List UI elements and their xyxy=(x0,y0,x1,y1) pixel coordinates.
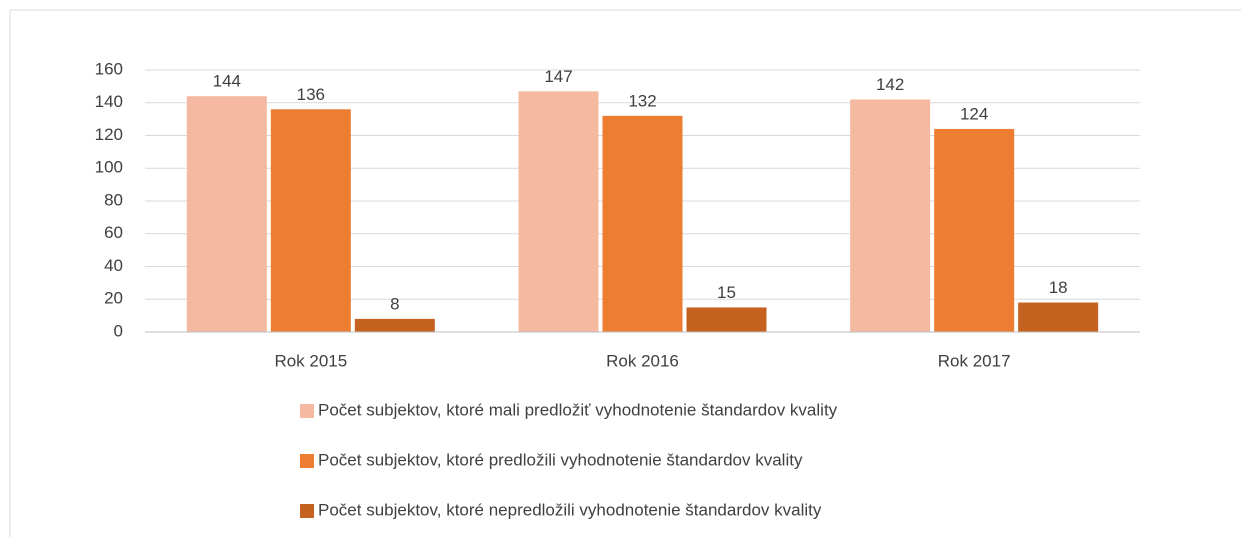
y-tick-label: 20 xyxy=(104,289,123,308)
data-label: 124 xyxy=(960,104,988,123)
data-label: 147 xyxy=(544,67,572,86)
data-label: 144 xyxy=(213,72,241,91)
bar xyxy=(602,115,683,332)
data-label: 142 xyxy=(876,75,904,94)
data-label: 18 xyxy=(1049,278,1068,297)
bar xyxy=(1018,302,1099,332)
data-label: 136 xyxy=(297,85,325,104)
x-tick-label: Rok 2016 xyxy=(606,351,679,370)
bar xyxy=(518,91,599,332)
y-tick-label: 0 xyxy=(114,321,123,340)
bar xyxy=(354,318,435,332)
data-label: 15 xyxy=(717,283,736,302)
legend-label: Počet subjektov, ktoré predložili vyhodn… xyxy=(318,450,803,469)
data-label: 132 xyxy=(628,91,656,110)
y-tick-label: 100 xyxy=(95,158,123,177)
legend-label: Počet subjektov, ktoré mali predložiť vy… xyxy=(318,400,838,419)
legend-label: Počet subjektov, ktoré nepredložili vyho… xyxy=(318,500,822,519)
y-tick-label: 80 xyxy=(104,190,123,209)
y-tick-label: 160 xyxy=(95,59,123,78)
legend-swatch xyxy=(300,404,314,418)
bar xyxy=(270,109,351,332)
legend-swatch xyxy=(300,504,314,518)
y-tick-label: 60 xyxy=(104,223,123,242)
bar xyxy=(686,307,767,332)
bar xyxy=(934,128,1015,332)
bar xyxy=(850,99,931,332)
y-tick-label: 120 xyxy=(95,125,123,144)
bar xyxy=(186,96,267,332)
data-label: 8 xyxy=(390,294,399,313)
legend-swatch xyxy=(300,454,314,468)
y-tick-label: 40 xyxy=(104,256,123,275)
x-tick-label: Rok 2015 xyxy=(274,351,347,370)
y-tick-label: 140 xyxy=(95,92,123,111)
x-tick-label: Rok 2017 xyxy=(938,351,1011,370)
